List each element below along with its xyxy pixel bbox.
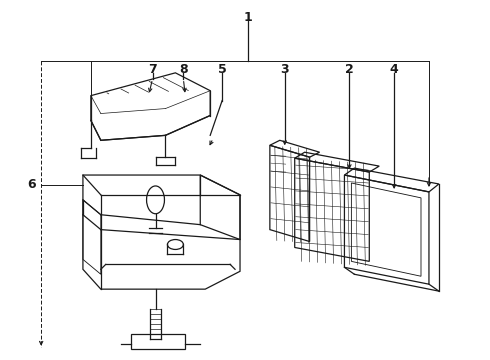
- Text: 5: 5: [218, 63, 226, 76]
- Text: 8: 8: [179, 63, 188, 76]
- Text: 2: 2: [345, 63, 354, 76]
- Text: 1: 1: [244, 11, 252, 24]
- Text: 3: 3: [280, 63, 289, 76]
- Text: 4: 4: [390, 63, 398, 76]
- Text: 7: 7: [148, 63, 157, 76]
- Text: 6: 6: [27, 179, 36, 192]
